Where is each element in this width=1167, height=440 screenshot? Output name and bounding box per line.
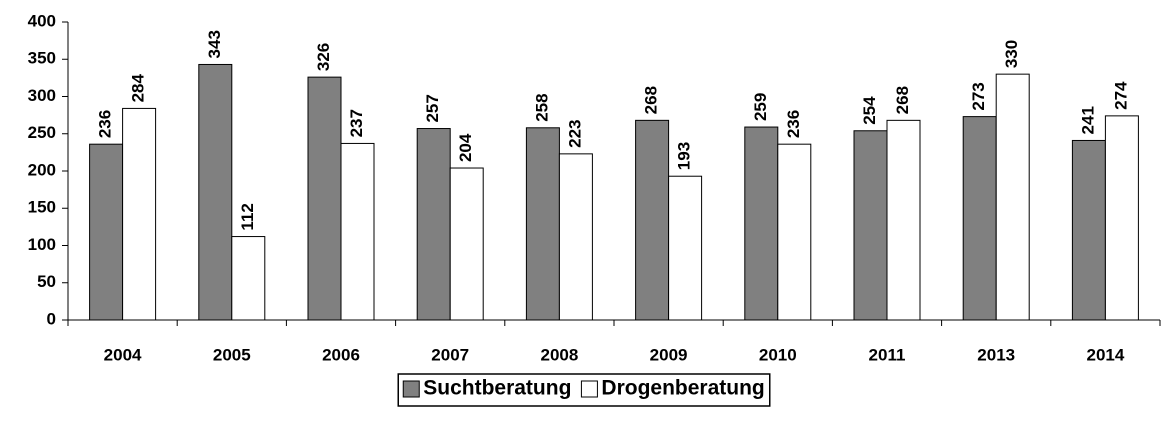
bar xyxy=(525,127,560,321)
bar xyxy=(449,167,484,321)
x-tick-label: 2006 xyxy=(322,345,360,364)
data-label: 204 xyxy=(456,133,475,162)
data-label: 330 xyxy=(1002,40,1021,68)
y-tick-label: 0 xyxy=(47,309,56,328)
x-tick-label: 2010 xyxy=(759,345,797,364)
x-tick-label: 2008 xyxy=(540,345,578,364)
legend-label: Suchtberatung xyxy=(423,377,571,400)
x-tick-label: 2004 xyxy=(104,345,142,364)
bar xyxy=(307,76,342,321)
x-tick-label: 2013 xyxy=(977,345,1015,364)
data-label: 257 xyxy=(423,94,442,122)
bar xyxy=(89,143,124,321)
bar xyxy=(886,119,921,321)
bar xyxy=(744,126,779,321)
data-label: 236 xyxy=(784,110,803,138)
data-label: 237 xyxy=(347,109,366,137)
y-tick-label: 350 xyxy=(28,49,56,68)
y-tick-label: 300 xyxy=(28,86,56,105)
y-tick-label: 100 xyxy=(28,235,56,254)
data-label: 343 xyxy=(205,30,224,58)
bar xyxy=(777,143,812,321)
bar xyxy=(1071,139,1106,321)
x-tick-label: 2005 xyxy=(213,345,251,364)
y-tick-label: 250 xyxy=(28,123,56,142)
x-tick-label: 2011 xyxy=(869,345,906,364)
data-label: 274 xyxy=(1111,81,1130,110)
data-label: 254 xyxy=(860,96,879,125)
bar xyxy=(962,116,997,321)
bar xyxy=(668,175,703,321)
data-label: 259 xyxy=(751,93,770,121)
bar xyxy=(340,142,375,321)
x-tick-label: 2009 xyxy=(650,345,688,364)
data-label: 236 xyxy=(96,110,115,138)
data-label: 193 xyxy=(675,142,694,170)
bar xyxy=(198,63,233,321)
data-label: 241 xyxy=(1078,106,1097,134)
legend-swatch xyxy=(580,380,598,398)
x-tick-label: 2007 xyxy=(431,345,469,364)
bar xyxy=(995,73,1030,321)
data-label: 112 xyxy=(238,203,257,230)
bar xyxy=(1104,115,1139,321)
y-tick-label: 50 xyxy=(37,272,56,291)
data-label: 258 xyxy=(532,93,551,121)
data-label: 268 xyxy=(642,86,661,114)
data-label: 284 xyxy=(129,74,148,103)
x-tick-label: 2014 xyxy=(1086,345,1124,364)
bar xyxy=(635,119,670,321)
y-tick-label: 150 xyxy=(28,198,56,217)
data-label: 273 xyxy=(969,82,988,110)
data-label: 268 xyxy=(893,86,912,114)
bar xyxy=(558,153,593,321)
legend-label: Drogenberatung xyxy=(601,377,764,400)
data-label: 223 xyxy=(565,119,584,147)
legend-swatch xyxy=(402,380,420,398)
y-tick-label: 200 xyxy=(28,160,56,179)
y-tick-label: 400 xyxy=(28,11,56,30)
bar xyxy=(416,128,451,321)
bar xyxy=(853,130,888,321)
bar xyxy=(231,236,266,321)
legend: Suchtberatung Drogenberatung xyxy=(397,373,771,407)
bar xyxy=(122,107,157,321)
data-label: 326 xyxy=(314,43,333,71)
legend-box xyxy=(397,373,771,407)
